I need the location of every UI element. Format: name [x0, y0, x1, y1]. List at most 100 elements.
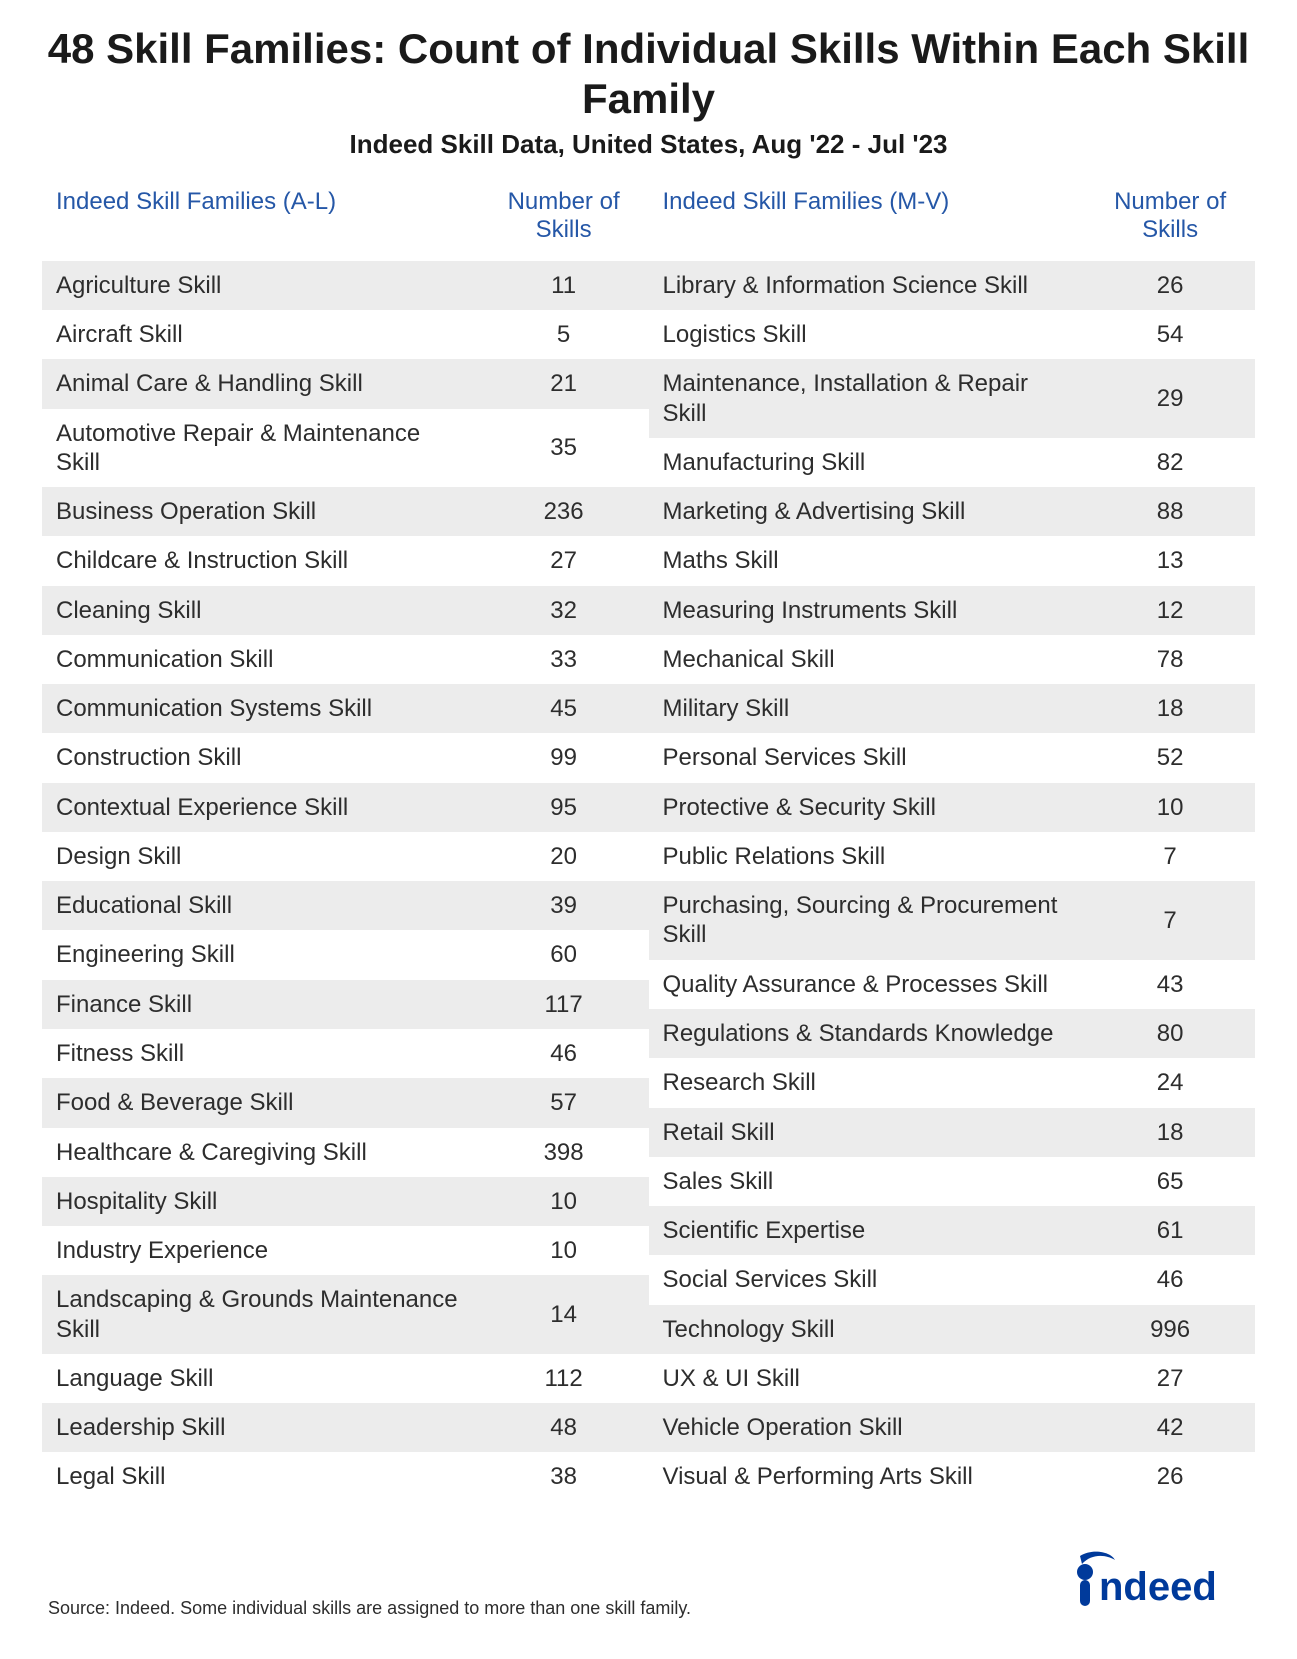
skill-count: 10	[479, 1226, 649, 1275]
skill-family-name: Regulations & Standards Knowledge	[649, 1009, 1086, 1058]
skill-family-name: Logistics Skill	[649, 310, 1086, 359]
skill-count: 10	[1085, 783, 1255, 832]
skill-family-name: UX & UI Skill	[649, 1354, 1086, 1403]
table-row: Leadership Skill48	[42, 1403, 649, 1452]
skill-family-name: Business Operation Skill	[42, 487, 479, 536]
col-header-family-right: Indeed Skill Families (M-V)	[649, 178, 1086, 261]
skill-family-name: Language Skill	[42, 1354, 479, 1403]
skill-family-name: Manufacturing Skill	[649, 438, 1086, 487]
table-row: Vehicle Operation Skill42	[649, 1403, 1256, 1452]
table-row: Finance Skill117	[42, 980, 649, 1029]
skill-family-name: Healthcare & Caregiving Skill	[42, 1128, 479, 1177]
table-row: Communication Systems Skill45	[42, 684, 649, 733]
skill-count: 39	[479, 881, 649, 930]
table-row: Scientific Expertise61	[649, 1206, 1256, 1255]
chart-title: 48 Skill Families: Count of Individual S…	[42, 24, 1255, 123]
table-row: Visual & Performing Arts Skill26	[649, 1452, 1256, 1501]
table-row: Retail Skill18	[649, 1108, 1256, 1157]
skill-count: 46	[479, 1029, 649, 1078]
skill-count: 88	[1085, 487, 1255, 536]
table-row: Social Services Skill46	[649, 1255, 1256, 1304]
skill-family-name: Design Skill	[42, 832, 479, 881]
skill-count: 5	[479, 310, 649, 359]
skill-family-name: Mechanical Skill	[649, 635, 1086, 684]
source-note: Source: Indeed. Some individual skills a…	[48, 1598, 691, 1619]
skill-family-name: Industry Experience	[42, 1226, 479, 1275]
table-row: Engineering Skill60	[42, 930, 649, 979]
skill-count: 18	[1085, 684, 1255, 733]
table-row: Healthcare & Caregiving Skill398	[42, 1128, 649, 1177]
skill-family-name: Maintenance, Installation & Repair Skill	[649, 359, 1086, 438]
table-row: Military Skill18	[649, 684, 1256, 733]
skill-count: 21	[479, 359, 649, 408]
table-row: Language Skill112	[42, 1354, 649, 1403]
skill-count: 13	[1085, 536, 1255, 585]
table-row: Personal Services Skill52	[649, 733, 1256, 782]
footer: Source: Indeed. Some individual skills a…	[42, 1550, 1255, 1619]
skill-family-name: Retail Skill	[649, 1108, 1086, 1157]
skill-family-name: Agriculture Skill	[42, 261, 479, 310]
table-row: Industry Experience10	[42, 1226, 649, 1275]
col-header-family-left: Indeed Skill Families (A-L)	[42, 178, 479, 261]
skill-count: 10	[479, 1177, 649, 1226]
skill-count: 33	[479, 635, 649, 684]
table-row: Landscaping & Grounds Maintenance Skill1…	[42, 1275, 649, 1354]
table-row: Hospitality Skill10	[42, 1177, 649, 1226]
skill-family-name: Technology Skill	[649, 1305, 1086, 1354]
skill-family-name: Cleaning Skill	[42, 586, 479, 635]
table-row: Manufacturing Skill82	[649, 438, 1256, 487]
skill-family-name: Scientific Expertise	[649, 1206, 1086, 1255]
skill-count: 45	[479, 684, 649, 733]
table-row: Business Operation Skill236	[42, 487, 649, 536]
table-row: Maintenance, Installation & Repair Skill…	[649, 359, 1256, 438]
indeed-logo: ndeed	[1049, 1550, 1249, 1619]
table-row: Animal Care & Handling Skill21	[42, 359, 649, 408]
skill-count: 24	[1085, 1058, 1255, 1107]
skill-family-name: Educational Skill	[42, 881, 479, 930]
table-row: Food & Beverage Skill57	[42, 1078, 649, 1127]
table-row: Measuring Instruments Skill12	[649, 586, 1256, 635]
skill-count: 61	[1085, 1206, 1255, 1255]
table-row: Regulations & Standards Knowledge80	[649, 1009, 1256, 1058]
table-header-row: Indeed Skill Families (M-V) Number of Sk…	[649, 178, 1256, 261]
table-row: Maths Skill13	[649, 536, 1256, 585]
table-row: Agriculture Skill11	[42, 261, 649, 310]
skill-family-name: Automotive Repair & Maintenance Skill	[42, 409, 479, 488]
skill-count: 18	[1085, 1108, 1255, 1157]
table-row: Design Skill20	[42, 832, 649, 881]
skill-count: 95	[479, 783, 649, 832]
skill-count: 7	[1085, 832, 1255, 881]
table-row: Construction Skill99	[42, 733, 649, 782]
table-row: Quality Assurance & Processes Skill43	[649, 960, 1256, 1009]
table-row: Communication Skill33	[42, 635, 649, 684]
skill-family-name: Purchasing, Sourcing & Procurement Skill	[649, 881, 1086, 960]
skill-count: 43	[1085, 960, 1255, 1009]
skill-family-name: Hospitality Skill	[42, 1177, 479, 1226]
skill-count: 46	[1085, 1255, 1255, 1304]
skill-count: 42	[1085, 1403, 1255, 1452]
chart-subtitle: Indeed Skill Data, United States, Aug '2…	[42, 129, 1255, 160]
skill-family-name: Legal Skill	[42, 1452, 479, 1501]
skill-family-name: Communication Systems Skill	[42, 684, 479, 733]
skill-family-name: Landscaping & Grounds Maintenance Skill	[42, 1275, 479, 1354]
table-row: Technology Skill996	[649, 1305, 1256, 1354]
skill-count: 32	[479, 586, 649, 635]
skill-family-name: Research Skill	[649, 1058, 1086, 1107]
table-row: Educational Skill39	[42, 881, 649, 930]
table-row: Research Skill24	[649, 1058, 1256, 1107]
skill-count: 38	[479, 1452, 649, 1501]
table-row: Logistics Skill54	[649, 310, 1256, 359]
table-row: Fitness Skill46	[42, 1029, 649, 1078]
skill-count: 14	[479, 1275, 649, 1354]
skill-count: 12	[1085, 586, 1255, 635]
table-row: Sales Skill65	[649, 1157, 1256, 1206]
skill-count: 398	[479, 1128, 649, 1177]
table-row: Purchasing, Sourcing & Procurement Skill…	[649, 881, 1256, 960]
skill-count: 35	[479, 409, 649, 488]
skill-count: 26	[1085, 261, 1255, 310]
skill-count: 236	[479, 487, 649, 536]
table-header-row: Indeed Skill Families (A-L) Number of Sk…	[42, 178, 649, 261]
table-row: Cleaning Skill32	[42, 586, 649, 635]
skill-family-name: Library & Information Science Skill	[649, 261, 1086, 310]
skill-count: 996	[1085, 1305, 1255, 1354]
